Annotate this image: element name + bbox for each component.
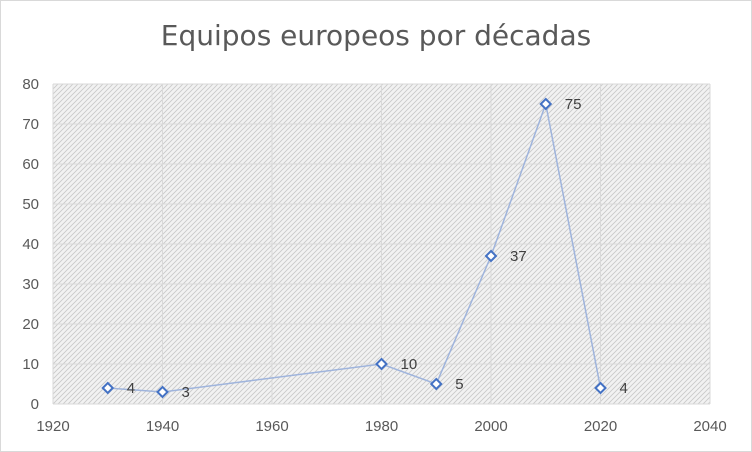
x-tick-label: 2000 — [474, 418, 507, 435]
y-tick-label: 60 — [22, 156, 39, 173]
data-point — [101, 381, 115, 395]
x-tick-label: 1920 — [36, 418, 69, 435]
y-tick-label: 10 — [22, 356, 39, 373]
chart-title: Equipos europeos por décadas — [160, 19, 592, 52]
data-label: 75 — [565, 96, 582, 113]
y-tick-label: 40 — [22, 236, 39, 253]
data-label: 4 — [127, 380, 135, 397]
y-tick-label: 80 — [22, 76, 39, 93]
y-tick-label: 0 — [31, 396, 39, 413]
x-tick-label: 1980 — [365, 418, 398, 435]
data-point — [156, 385, 169, 399]
y-tick-label: 30 — [22, 276, 39, 293]
data-label: 37 — [510, 248, 527, 265]
x-tick-label: 2020 — [584, 418, 617, 435]
data-point — [484, 249, 498, 263]
data-point — [594, 381, 607, 395]
x-tick-label: 2040 — [693, 418, 726, 435]
data-label: 4 — [620, 380, 628, 397]
data-label: 5 — [455, 376, 463, 393]
x-tick-label: 1940 — [146, 418, 179, 435]
x-tick-label: 1960 — [255, 418, 288, 435]
data-point — [539, 97, 553, 111]
y-tick-label: 20 — [22, 316, 39, 333]
data-point — [375, 357, 388, 371]
data-label: 3 — [182, 384, 190, 401]
y-tick-label: 70 — [22, 116, 39, 133]
y-tick-label: 50 — [22, 196, 39, 213]
data-point — [429, 377, 443, 391]
data-label: 10 — [401, 356, 418, 373]
